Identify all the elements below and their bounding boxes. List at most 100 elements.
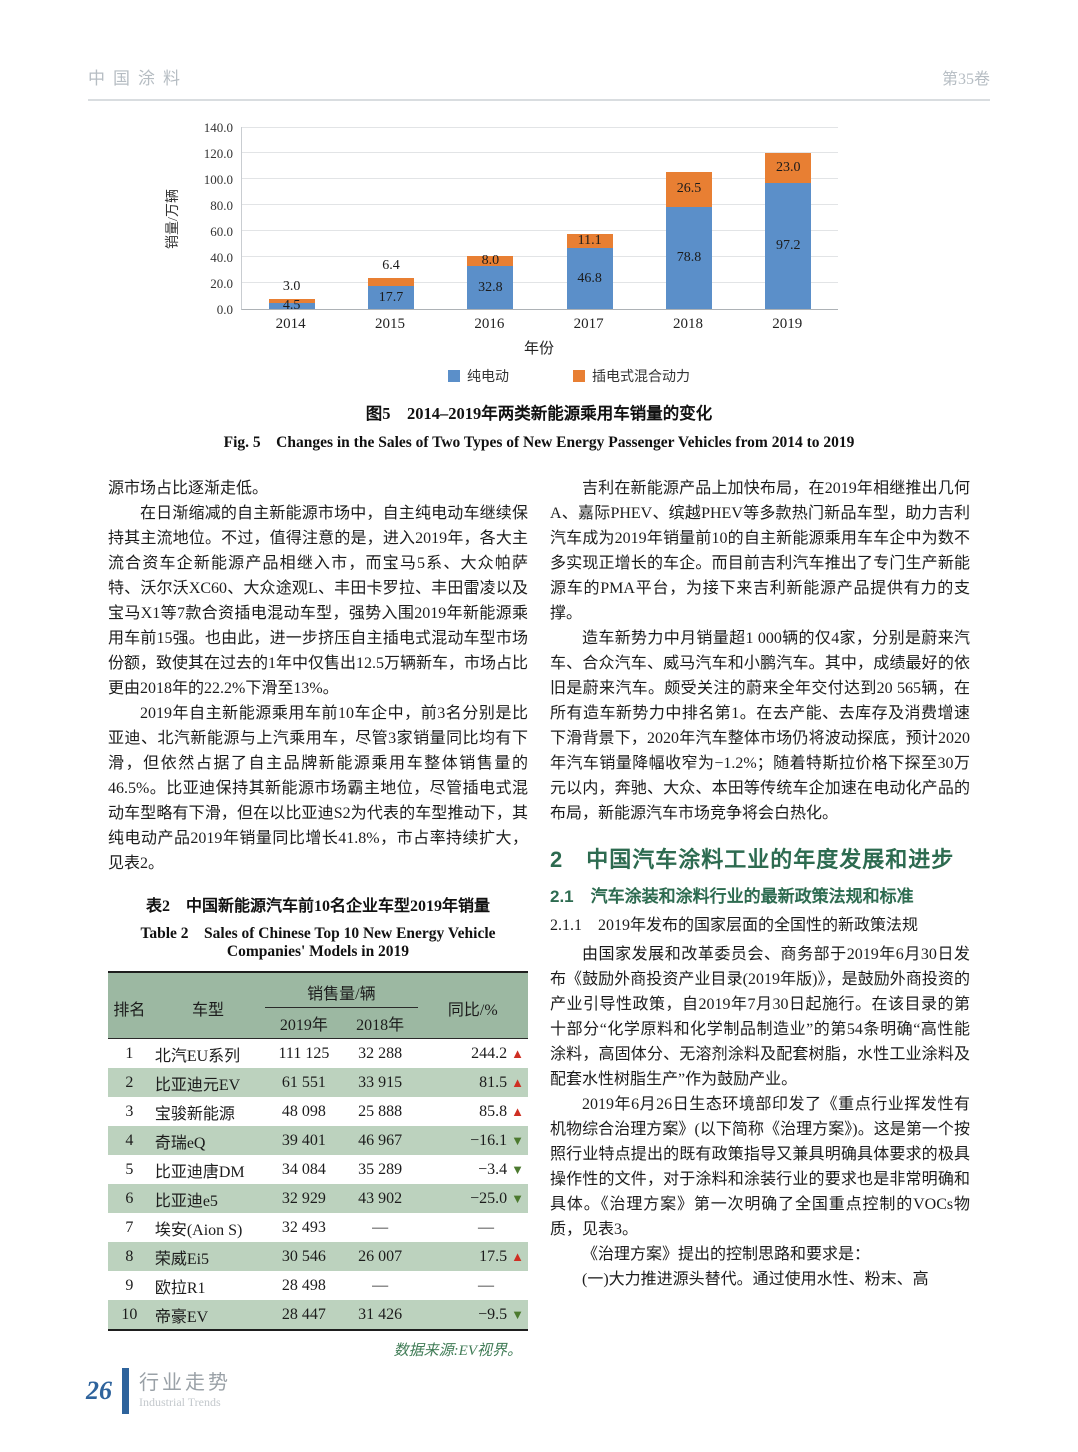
cell-sales-2018: 26 007 bbox=[358, 1247, 403, 1265]
cell-sales-2019: 39 401 bbox=[281, 1131, 326, 1149]
table-row: 8 荣威Ei5 30 546 26 007 17.5 ▲ bbox=[108, 1242, 528, 1271]
y-axis-ticks: 0.0 20.0 40.0 60.0 80.0 100.0 120.0 140.0 bbox=[185, 120, 241, 317]
paragraph: 2019年自主新能源乘用车前10车企中，前3名分别是比亚迪、北汽新能源与上汽乘用… bbox=[108, 705, 528, 872]
bar-value-phev: 3.0 bbox=[282, 279, 301, 295]
table-row: 10 帝豪EV 28 447 31 426 −9.5 ▼ bbox=[108, 1300, 528, 1330]
cell-sales-2018: 25 888 bbox=[358, 1102, 403, 1120]
table-row: 2 比亚迪元EV 61 551 33 915 81.5 ▲ bbox=[108, 1068, 528, 1097]
up-arrow-icon: ▲ bbox=[511, 1248, 524, 1264]
cell-sales-2018: 32 288 bbox=[358, 1044, 403, 1062]
legend-label-ev: 纯电动 bbox=[467, 370, 509, 385]
bar-segment-ev bbox=[367, 286, 414, 309]
yoy-value: 85.8 bbox=[479, 1102, 508, 1120]
gridline bbox=[242, 282, 838, 283]
table2-title-en-line1: Table 2 Sales of Chinese Top 10 New Ener… bbox=[140, 925, 496, 942]
cell-yoy: 81.5 ▲ bbox=[418, 1068, 528, 1097]
bar-value-ev: 97.2 bbox=[776, 237, 801, 253]
x-tick-label: 2019 bbox=[772, 316, 803, 332]
cell-model: 奇瑞eQ bbox=[154, 1134, 206, 1152]
yoy-value: −3.4 bbox=[478, 1160, 508, 1178]
down-arrow-icon: ▼ bbox=[511, 1306, 524, 1322]
down-arrow-icon: ▼ bbox=[511, 1132, 524, 1148]
cell-yoy: 85.8 ▲ bbox=[418, 1097, 528, 1126]
chart-legend: 纯电动 插电式混合动力 bbox=[219, 358, 919, 386]
cell-yoy: 17.5 ▲ bbox=[418, 1242, 528, 1271]
legend-swatch-ev bbox=[448, 370, 460, 382]
bar-value-ev: 32.8 bbox=[478, 279, 503, 295]
cell-sales-2019: 28 498 bbox=[281, 1276, 326, 1294]
bar-segment-ev bbox=[467, 266, 514, 309]
col-header-rank: 排名 bbox=[108, 972, 151, 1039]
legend-swatch-phev bbox=[573, 370, 585, 382]
paragraph: 吉利在新能源产品上加快布局，在2019年相继推出几何A、嘉际PHEV、缤越PHE… bbox=[550, 480, 970, 622]
bar-segment-phev bbox=[765, 152, 812, 183]
section2-heading: 2 中国汽车涂料工业的年度发展和进步 bbox=[550, 847, 955, 872]
section2-1-1-heading: 2.1.1 2019年发布的国家层面的全国性的新政策法规 bbox=[550, 917, 919, 934]
cell-rank: 10 bbox=[121, 1305, 138, 1323]
cell-sales-2019: 32 493 bbox=[281, 1218, 326, 1236]
journal-title: 中国涂料 bbox=[88, 69, 188, 88]
up-arrow-icon: ▲ bbox=[511, 1045, 524, 1061]
paragraph: 源市场占比逐渐走低。 bbox=[108, 480, 269, 497]
paragraph: (一)大力推进源头替代。通过使用水性、粉末、高 bbox=[582, 1271, 929, 1288]
cell-sales-2018: 35 289 bbox=[358, 1160, 403, 1178]
table2-header: 排名 车型 销售量/辆 同比/% 2019年 2018年 bbox=[108, 972, 528, 1039]
cell-sales-2019: 32 929 bbox=[281, 1189, 326, 1207]
y-tick-label: 60.0 bbox=[210, 224, 233, 239]
yoy-value: −25.0 bbox=[470, 1189, 508, 1207]
bar-2014: 3.0 4.5 bbox=[242, 127, 341, 313]
table-row: 6 比亚迪e5 32 929 43 902 −25.0 ▼ bbox=[108, 1184, 528, 1213]
bar-segment-ev bbox=[566, 248, 613, 309]
down-arrow-icon: ▼ bbox=[511, 1190, 524, 1206]
gridline bbox=[242, 256, 838, 257]
table-row: 7 埃安(Aion S) 32 493 — — bbox=[108, 1213, 528, 1242]
cell-rank: 5 bbox=[125, 1160, 134, 1178]
table-row: 3 宝骏新能源 48 098 25 888 85.8 ▲ bbox=[108, 1097, 528, 1126]
bar-segment-ev bbox=[268, 303, 315, 309]
cell-model: 欧拉R1 bbox=[154, 1279, 206, 1297]
bar-value-ev: 17.7 bbox=[378, 289, 404, 305]
gridline bbox=[242, 178, 838, 179]
y-tick-label: 140.0 bbox=[203, 120, 233, 135]
chart-bars: 3.0 4.5 6.4 17.7 8.0 32.8 11.1 46.8 26.5 78.8 23.0… bbox=[242, 127, 838, 313]
yoy-value: 244.2 bbox=[471, 1044, 508, 1062]
col-header-2019: 2019年 bbox=[265, 1007, 343, 1039]
figure5-caption-cn: 图5 2014–2019年两类新能源乘用车销量的变化 bbox=[365, 404, 713, 423]
cell-rank: 6 bbox=[125, 1189, 134, 1207]
y-tick-label: 40.0 bbox=[210, 250, 233, 265]
cell-sales-2019: 48 098 bbox=[281, 1102, 326, 1120]
legend-item-ev: 纯电动 bbox=[448, 366, 509, 386]
cell-sales-2019: 30 546 bbox=[281, 1247, 326, 1265]
x-tick-label: 2014 bbox=[275, 316, 306, 332]
y-tick-label: 0.0 bbox=[216, 302, 233, 317]
up-arrow-icon: ▲ bbox=[511, 1103, 524, 1119]
cell-model: 比亚迪元EV bbox=[154, 1076, 241, 1094]
y-tick-label: 20.0 bbox=[210, 276, 233, 291]
table2-title-cn: 表2 中国新能源汽车前10名企业车型2019年销量 bbox=[145, 898, 490, 915]
cell-rank: 8 bbox=[125, 1247, 134, 1265]
bar-segment-phev bbox=[467, 255, 514, 267]
x-tick-label: 2017 bbox=[573, 316, 604, 332]
page-footer: 26 行业走势 Industrial Trends bbox=[86, 1368, 231, 1414]
cell-yoy: — bbox=[478, 1218, 494, 1236]
x-tick-label: 2016 bbox=[474, 316, 505, 332]
cell-yoy: −9.5 ▼ bbox=[418, 1300, 528, 1330]
table-row: 1 北汽EU系列 111 125 32 288 244.2 ▲ bbox=[108, 1039, 528, 1069]
table2: 排名 车型 销售量/辆 同比/% 2019年 2018年 1 北汽EU系列 111 … bbox=[108, 971, 528, 1331]
cell-sales-2018: 33 915 bbox=[358, 1073, 403, 1091]
y-tick-label: 120.0 bbox=[203, 146, 233, 161]
bar-2019: 23.0 97.2 bbox=[739, 127, 838, 309]
bar-segment-phev bbox=[268, 299, 315, 304]
table2-title-en-line2: Companies' Models in 2019 bbox=[226, 943, 410, 960]
gridline bbox=[242, 204, 838, 205]
cell-sales-2019: 28 447 bbox=[281, 1305, 326, 1323]
cell-yoy: — bbox=[478, 1276, 494, 1294]
cell-rank: 7 bbox=[125, 1218, 134, 1236]
cell-sales-2018: — bbox=[372, 1276, 389, 1294]
cell-sales-2018: 43 902 bbox=[358, 1189, 403, 1207]
up-arrow-icon: ▲ bbox=[511, 1074, 524, 1090]
cell-rank: 9 bbox=[125, 1276, 134, 1294]
paragraph: 《治理方案》提出的控制思路和要求是： bbox=[582, 1246, 871, 1263]
paragraph: 在日渐缩减的自主新能源市场中，自主纯电动车继续保持其主流地位。不过，值得注意的是… bbox=[108, 505, 529, 697]
col-header-yoy: 同比/% bbox=[417, 972, 528, 1039]
